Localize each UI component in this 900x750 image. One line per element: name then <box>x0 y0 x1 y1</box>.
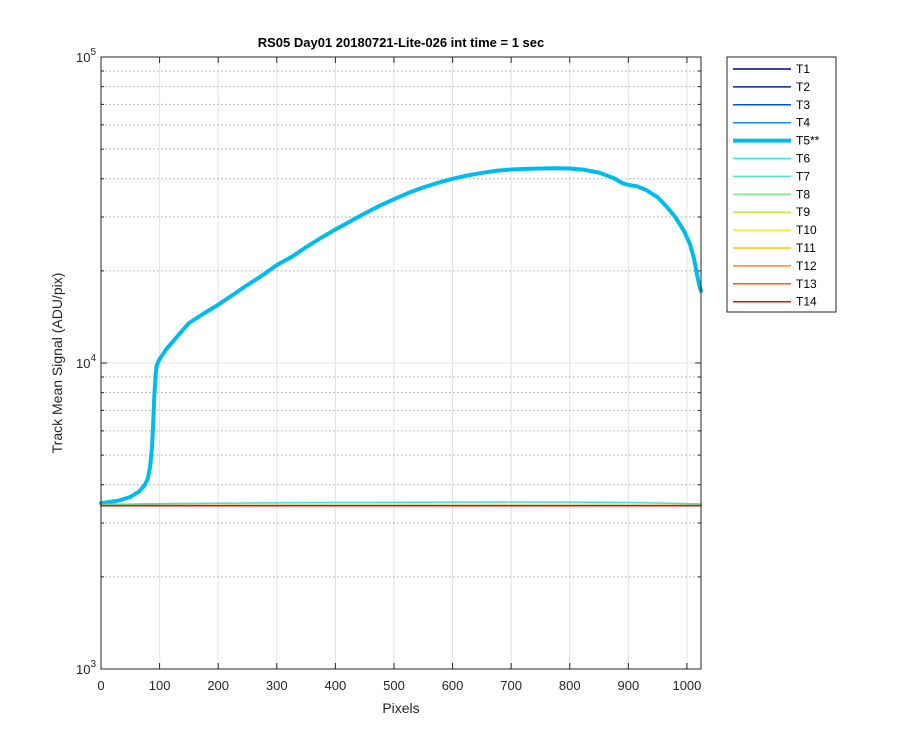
y-tick-label: 105 <box>76 47 96 65</box>
legend-label: T3 <box>796 98 810 112</box>
legend-label: T11 <box>796 241 816 255</box>
legend-label: T2 <box>796 80 810 94</box>
series-line-t6 <box>100 501 702 506</box>
x-tick-label: 100 <box>149 678 171 693</box>
grid <box>100 56 701 670</box>
chart-title: RS05 Day01 20180721-Lite-026 int time = … <box>258 35 545 50</box>
series-line-t5 <box>99 166 703 506</box>
x-tick-label: 700 <box>500 678 522 693</box>
legend-label: T8 <box>796 187 810 201</box>
y-tick-label: 103 <box>76 659 96 677</box>
axis-ticks <box>100 56 701 670</box>
legend-label: T1 <box>796 62 810 76</box>
x-axis-label: Pixels <box>382 700 419 716</box>
y-axis-label: Track Mean Signal (ADU/pix) <box>49 273 65 454</box>
legend: T1 T2 T3 T4 T5** T6 T7 T8 T9 T10 T11 T12 T13 T14 <box>726 56 837 313</box>
x-tick-label: 900 <box>617 678 639 693</box>
x-tick-label: 300 <box>266 678 288 693</box>
x-tick-labels: 0 100 200 300 400 500 600 700 800 900 1000 <box>97 678 701 693</box>
legend-label: T10 <box>796 223 817 237</box>
x-tick-label: 800 <box>559 678 581 693</box>
legend-label: T13 <box>796 277 817 291</box>
legend-items: T1 T2 T3 T4 T5** T6 T7 T8 T9 T10 T11 T12 T13 T14 <box>733 62 820 309</box>
x-tick-label: 0 <box>97 678 104 693</box>
x-tick-label: 400 <box>325 678 347 693</box>
y-tick-labels: 103 104 105 <box>76 47 96 677</box>
legend-box <box>726 56 837 313</box>
x-tick-label: 1000 <box>672 678 701 693</box>
x-tick-label: 200 <box>207 678 229 693</box>
legend-label: T14 <box>796 295 817 309</box>
x-tick-label: 600 <box>442 678 464 693</box>
legend-label: T9 <box>796 205 810 219</box>
legend-label: T12 <box>796 259 817 273</box>
legend-label: T5** <box>796 134 820 148</box>
legend-label: T6 <box>796 152 810 166</box>
x-tick-label: 500 <box>383 678 405 693</box>
legend-label: T4 <box>796 116 810 130</box>
series-lines <box>99 166 703 507</box>
y-tick-label: 104 <box>76 353 96 371</box>
legend-label: T7 <box>796 169 810 183</box>
